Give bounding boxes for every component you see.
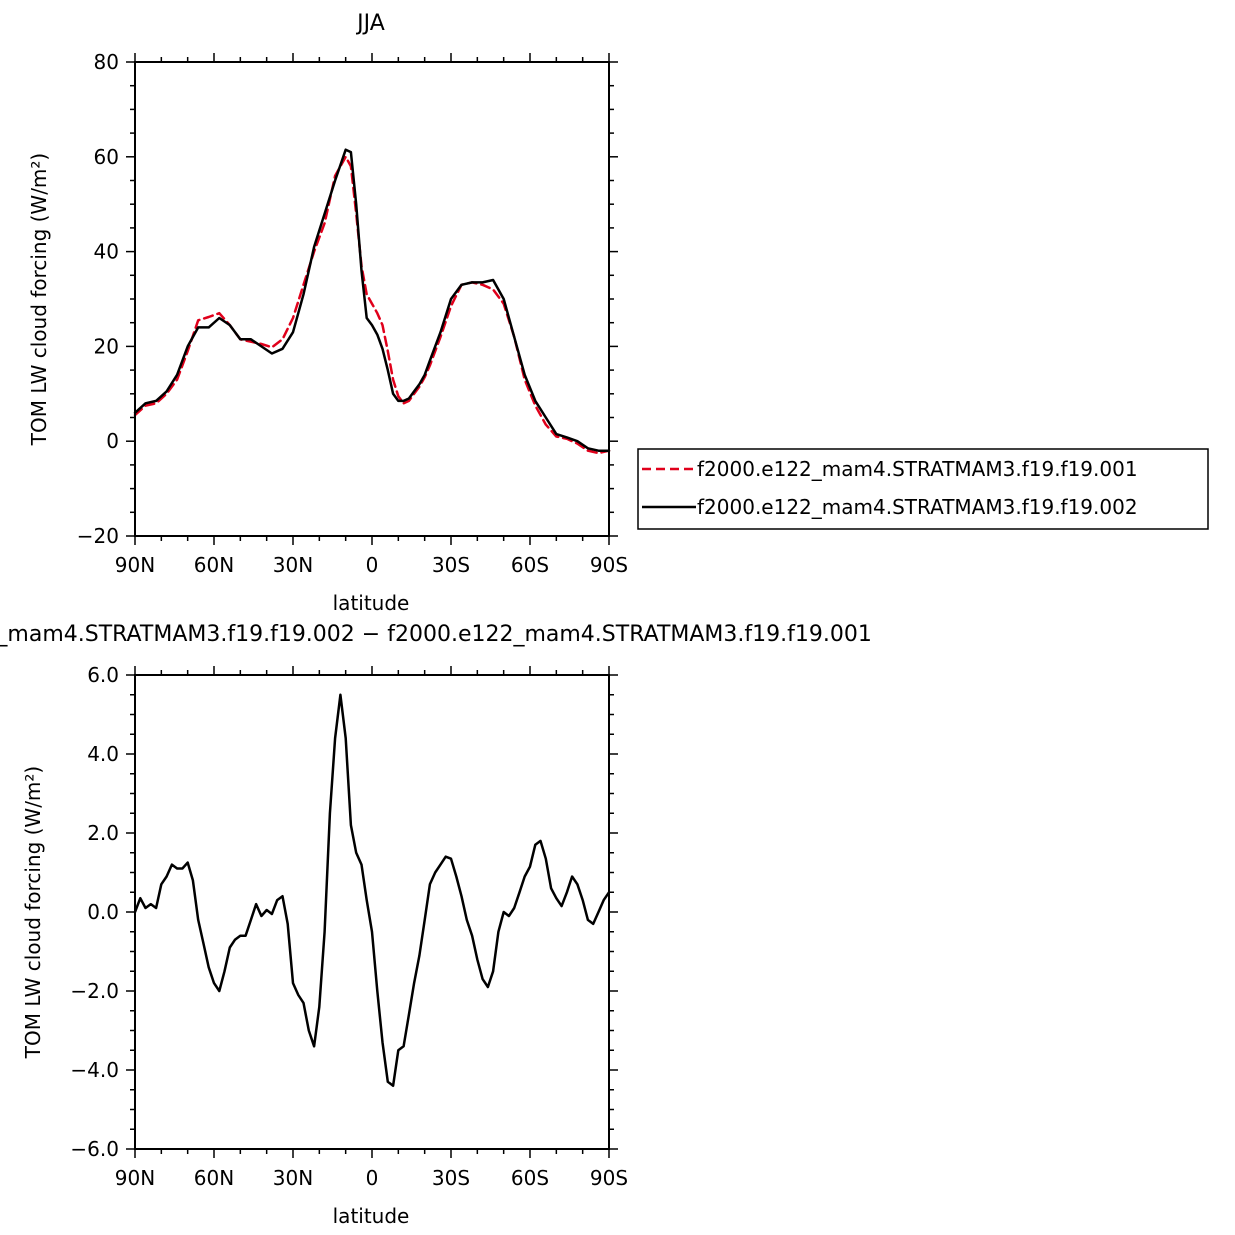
y-tick-label: 20 xyxy=(94,334,119,358)
bottom-axes-ticks: 90N 60N 30N 0 30S 60S 90S −6.0 −4.0 −2.0 0.0 2.0 4.0… xyxy=(70,663,628,1190)
y-tick-label: −4.0 xyxy=(70,1058,119,1082)
y-tick-label: 80 xyxy=(94,50,119,74)
series-line-1-0 xyxy=(133,693,611,1088)
y-tick-label: −20 xyxy=(77,524,119,548)
bottom-plot-lines xyxy=(133,693,611,1088)
y-tick-label: 0.0 xyxy=(87,900,119,924)
y-tick-label: 40 xyxy=(94,240,119,264)
y-tick-label: −6.0 xyxy=(70,1137,119,1161)
chart-title: JJA xyxy=(355,11,385,36)
y-tick-label: 4.0 xyxy=(87,742,119,766)
x-tick-label: 60S xyxy=(511,553,549,577)
x-tick-label: 30N xyxy=(273,1166,313,1190)
legend: f2000.e122_mam4.STRATMAM3.f19.f19.001 f2… xyxy=(637,448,1209,530)
x-tick-label: 30S xyxy=(432,553,470,577)
x-tick-label: 30N xyxy=(273,553,313,577)
top-plot-lines xyxy=(133,148,611,455)
top-axes-ticks: 90N 60N 30N 0 30S 60S 90S −20 0 20 40 60 80 xyxy=(77,50,628,577)
x-tick-label: 0 xyxy=(366,1166,379,1190)
x-tick-label: 60S xyxy=(511,1166,549,1190)
bottom-panel: f2000.e122_mam4.STRATMAM3.f19.f19.002 − … xyxy=(0,622,872,1228)
x-tick-label: 0 xyxy=(366,553,379,577)
difference-title: f2000.e122_mam4.STRATMAM3.f19.f19.002 − … xyxy=(0,622,872,647)
top-plot-frame xyxy=(134,61,610,537)
series-line-0-1 xyxy=(133,148,611,452)
y-tick-label: 60 xyxy=(94,145,119,169)
legend-entry-001: f2000.e122_mam4.STRATMAM3.f19.f19.001 xyxy=(697,457,1138,481)
legend-entry-002: f2000.e122_mam4.STRATMAM3.f19.f19.002 xyxy=(697,495,1138,519)
x-axis-label: latitude xyxy=(333,1204,410,1228)
y-axis-label: TOM LW cloud forcing (W/m²) xyxy=(21,766,45,1060)
x-tick-label: 60N xyxy=(194,553,234,577)
y-tick-label: 2.0 xyxy=(87,821,119,845)
y-tick-label: −2.0 xyxy=(70,979,119,1003)
bottom-plot-frame xyxy=(134,674,610,1150)
y-tick-label: 6.0 xyxy=(87,663,119,687)
series-line-0-0 xyxy=(133,155,611,455)
x-tick-label: 60N xyxy=(194,1166,234,1190)
y-tick-label: 0 xyxy=(106,429,119,453)
x-tick-label: 30S xyxy=(432,1166,470,1190)
x-tick-label: 90N xyxy=(115,553,155,577)
x-tick-label: 90S xyxy=(590,1166,628,1190)
x-axis-label: latitude xyxy=(333,591,410,615)
x-tick-label: 90S xyxy=(590,553,628,577)
top-panel: JJA 90N 60N 30N 0 30S 60S 90S −20 0 20 40 60 80 lati… xyxy=(27,11,628,615)
x-tick-label: 90N xyxy=(115,1166,155,1190)
y-axis-label: TOM LW cloud forcing (W/m²) xyxy=(27,153,51,447)
legend-box xyxy=(637,448,1209,530)
